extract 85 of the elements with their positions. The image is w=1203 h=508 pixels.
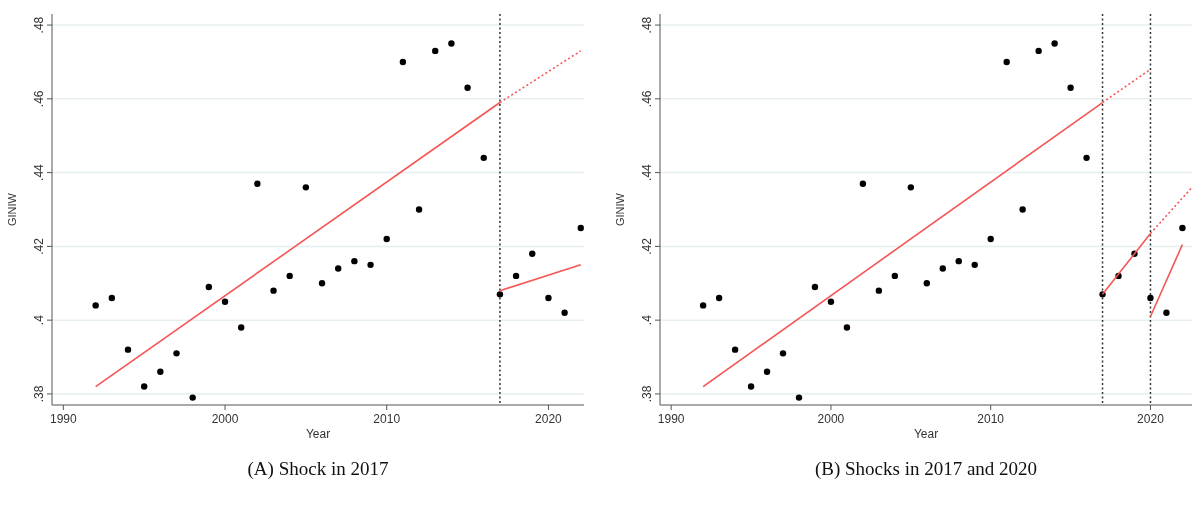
point [367, 261, 374, 269]
point [189, 394, 196, 401]
x-tick-label: 2000 [211, 412, 239, 426]
point [415, 206, 423, 213]
point [254, 180, 261, 187]
y-tick-label: .42 [32, 237, 46, 255]
x-tick-label: 2000 [817, 412, 845, 426]
y-axis-title: GINIW [614, 192, 626, 226]
point [1147, 294, 1154, 302]
y-tick-label: .46 [32, 90, 46, 108]
point [923, 280, 930, 287]
point [124, 346, 132, 353]
y-tick-label: .46 [640, 90, 654, 108]
point [1019, 206, 1026, 213]
y-tick-label: .38 [640, 385, 654, 403]
point [270, 287, 277, 294]
y-tick-label: .44 [640, 163, 654, 181]
point [747, 383, 755, 390]
point [843, 324, 851, 331]
x-tick-label: 1990 [657, 412, 685, 426]
point [92, 302, 99, 309]
point [699, 302, 707, 309]
point [545, 294, 552, 302]
text: (A) Shock in 2017 [247, 458, 389, 480]
point [955, 257, 962, 265]
point [383, 235, 390, 243]
point [464, 84, 471, 91]
point [779, 350, 787, 357]
text: (B) Shocks in 2017 and 2020 [814, 458, 1038, 480]
point [561, 309, 568, 316]
point [827, 298, 835, 305]
point [1163, 309, 1170, 316]
point [811, 283, 819, 291]
y-tick-label: .48 [32, 16, 46, 34]
y-tick-label: .48 [640, 16, 654, 34]
y-tick-label: .38 [32, 385, 46, 403]
point [875, 287, 883, 294]
point [971, 261, 978, 269]
point [512, 272, 520, 280]
x-tick-label: 2020 [1137, 412, 1165, 426]
x-tick-label: 2010 [373, 412, 401, 426]
point [221, 298, 229, 305]
point [891, 272, 899, 280]
point [1051, 40, 1058, 47]
point [496, 291, 504, 298]
point [859, 180, 867, 187]
point [939, 265, 946, 272]
x-tick-label: 2010 [977, 412, 1005, 426]
x-tick-label: 2020 [535, 412, 563, 426]
point [1083, 154, 1090, 162]
point [173, 350, 180, 357]
point [987, 235, 994, 243]
point [286, 272, 293, 280]
point [763, 368, 771, 375]
point [108, 294, 116, 302]
x-axis-title: Year [913, 427, 939, 441]
point [399, 58, 407, 66]
point [529, 250, 536, 257]
point [731, 346, 739, 353]
point [715, 294, 723, 302]
point [335, 265, 342, 272]
point [480, 154, 487, 162]
point [1179, 224, 1186, 232]
point [157, 368, 164, 375]
point [795, 394, 803, 401]
x-tick-label: 1990 [49, 412, 77, 426]
point [302, 184, 310, 191]
point [432, 47, 439, 55]
point [577, 224, 584, 232]
y-tick-label: .42 [640, 237, 654, 255]
point [1035, 47, 1042, 55]
point [140, 383, 148, 390]
y-tick-label: .4 [32, 314, 46, 326]
point [205, 283, 213, 291]
point [1003, 58, 1010, 66]
point [318, 280, 326, 287]
point [448, 40, 455, 47]
y-tick-label: .44 [32, 163, 46, 181]
point [351, 257, 358, 265]
y-axis-title: GINIW [6, 192, 18, 226]
x-axis-title: Year [305, 427, 331, 441]
y-tick-label: .4 [640, 314, 654, 326]
point [237, 324, 245, 331]
point [907, 184, 915, 191]
point [1067, 84, 1074, 91]
